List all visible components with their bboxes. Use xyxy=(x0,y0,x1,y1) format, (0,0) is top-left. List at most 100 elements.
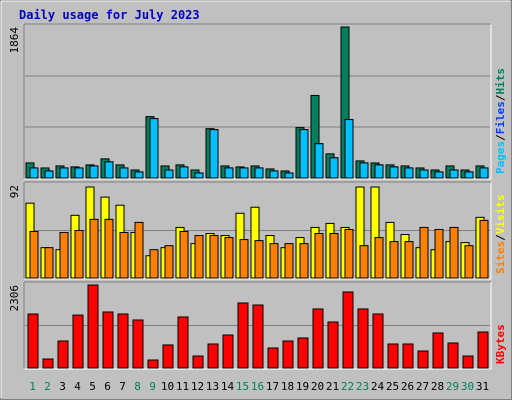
x-tick-label: 20 xyxy=(311,380,324,393)
x-tick-label: 26 xyxy=(401,380,414,393)
plot-area xyxy=(23,23,492,180)
bar xyxy=(119,167,129,179)
legend-separator: / xyxy=(494,134,507,141)
legend-label: Sites xyxy=(494,241,507,274)
bar xyxy=(284,243,294,279)
x-tick-label: 18 xyxy=(281,380,294,393)
x-tick-label: 11 xyxy=(176,380,189,393)
y-tick-label: 2306 xyxy=(8,285,21,312)
bar xyxy=(359,245,369,279)
x-tick-label: 23 xyxy=(356,380,369,393)
x-tick-label: 29 xyxy=(446,380,459,393)
bar xyxy=(389,166,399,179)
bar xyxy=(404,241,414,279)
bar xyxy=(447,342,459,369)
bar xyxy=(417,350,429,369)
bar xyxy=(344,119,354,179)
x-tick-label: 12 xyxy=(191,380,204,393)
bar xyxy=(374,164,384,179)
bar xyxy=(74,167,84,179)
bar xyxy=(419,169,429,179)
bar xyxy=(87,284,99,369)
bar xyxy=(252,304,264,369)
bar xyxy=(179,231,189,279)
bar xyxy=(449,226,459,279)
bar xyxy=(209,235,219,279)
bar xyxy=(104,218,114,279)
legend: Sites/Visits xyxy=(494,195,507,275)
bar xyxy=(342,291,354,369)
bar xyxy=(164,245,174,279)
bar xyxy=(177,316,189,369)
bar xyxy=(419,226,429,279)
bar xyxy=(149,249,159,279)
x-tick-label: 10 xyxy=(161,380,174,393)
bar xyxy=(162,344,174,369)
bar xyxy=(89,165,99,179)
bar xyxy=(224,237,234,279)
bar xyxy=(387,343,399,369)
legend-label: Pages xyxy=(494,141,507,174)
bar xyxy=(237,302,249,369)
bar xyxy=(207,343,219,369)
bar xyxy=(59,167,69,179)
x-tick-label: 22 xyxy=(341,380,354,393)
x-tick-label: 25 xyxy=(386,380,399,393)
bar xyxy=(327,321,339,369)
x-tick-label: 31 xyxy=(476,380,489,393)
legend-separator: / xyxy=(494,234,507,241)
legend-label: Files xyxy=(494,101,507,134)
bar xyxy=(314,233,324,279)
bar xyxy=(297,337,309,369)
x-tick-label: 9 xyxy=(149,380,156,393)
y-tick-label: 1864 xyxy=(8,27,21,54)
bar xyxy=(149,118,159,179)
x-tick-label: 14 xyxy=(221,380,235,393)
x-tick-label: 7 xyxy=(119,380,126,393)
bar xyxy=(147,359,159,369)
x-tick-label: 8 xyxy=(134,380,141,393)
bar xyxy=(462,355,474,369)
bar xyxy=(282,340,294,369)
bar xyxy=(239,167,249,179)
bar xyxy=(299,243,309,279)
bar xyxy=(29,167,39,179)
x-tick-label: 27 xyxy=(416,380,429,393)
legend-label: Hits xyxy=(494,68,507,95)
x-tick-label: 17 xyxy=(266,380,279,393)
bar xyxy=(254,240,264,279)
bar xyxy=(359,162,369,179)
bar xyxy=(44,247,54,279)
bar xyxy=(432,332,444,369)
bar xyxy=(222,334,234,369)
x-tick-label: 4 xyxy=(74,380,81,393)
bar xyxy=(179,166,189,179)
x-tick-label: 3 xyxy=(59,380,66,393)
bar xyxy=(117,313,129,369)
bar xyxy=(59,232,69,279)
bar xyxy=(192,355,204,369)
chart-title: Daily usage for July 2023 xyxy=(19,8,200,22)
legend-separator: / xyxy=(494,94,507,101)
bar xyxy=(134,171,144,179)
x-tick-label: 30 xyxy=(461,380,474,393)
bar xyxy=(194,172,204,179)
bar xyxy=(102,311,114,369)
x-tick-label: 16 xyxy=(251,380,264,393)
bar xyxy=(42,358,54,369)
bar xyxy=(464,245,474,279)
bar xyxy=(132,319,144,369)
bar xyxy=(402,343,414,369)
bar xyxy=(269,243,279,279)
bar xyxy=(164,169,174,179)
bar xyxy=(372,313,384,369)
bar xyxy=(254,167,264,179)
x-tick-label: 1 xyxy=(29,380,36,393)
bar xyxy=(464,171,474,179)
legend: Pages/Files/Hits xyxy=(494,68,507,174)
bar xyxy=(357,308,369,369)
bar xyxy=(434,171,444,179)
bar xyxy=(239,239,249,279)
